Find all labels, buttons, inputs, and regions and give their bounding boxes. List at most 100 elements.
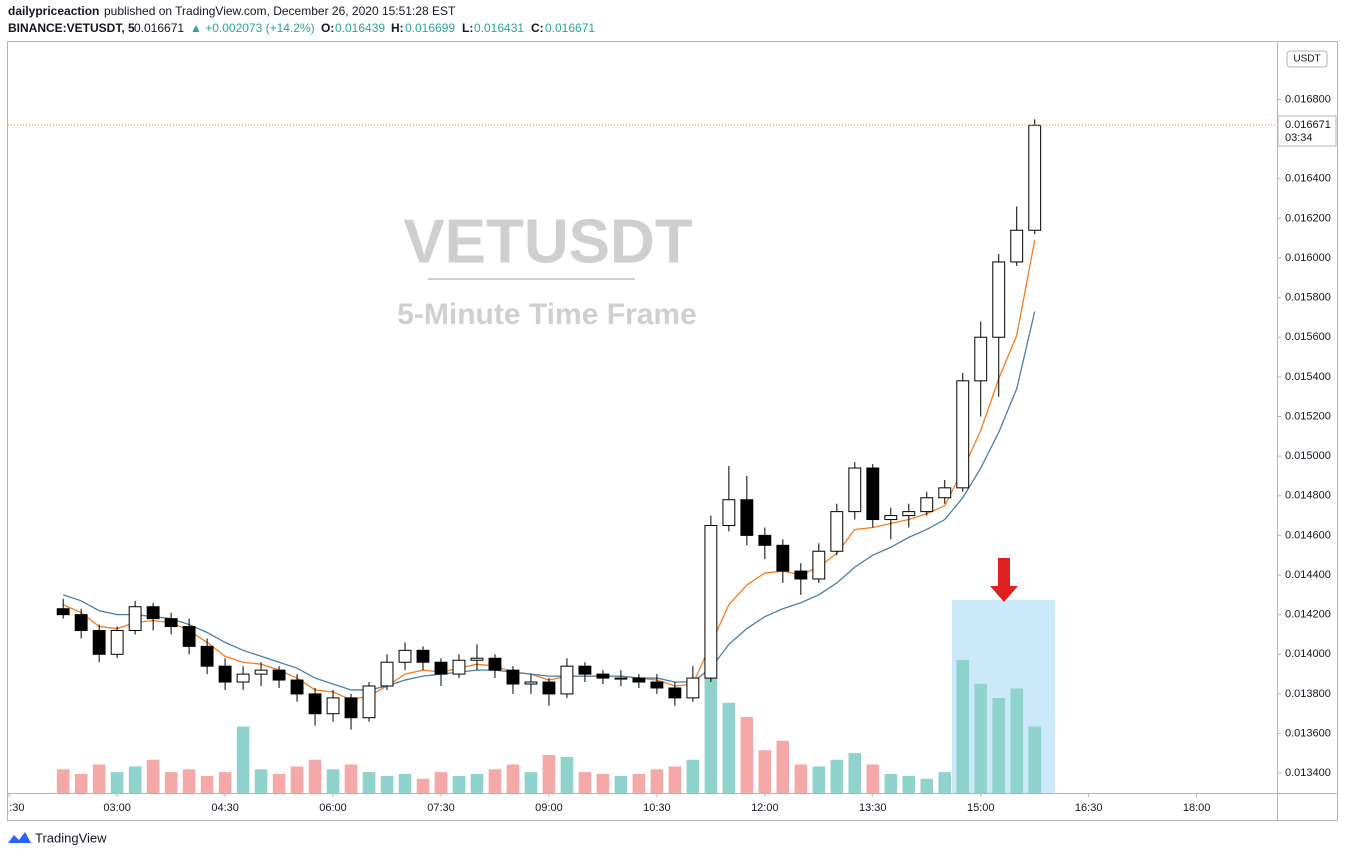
- candle-body: [146, 606, 160, 620]
- volume-bar: [416, 778, 430, 793]
- volume-bar: [812, 766, 826, 793]
- candle-body: [398, 649, 412, 663]
- symbol: BINANCE:VETUSDT, 5: [8, 21, 135, 35]
- last: 0.016671: [134, 21, 184, 35]
- volume-bar: [182, 769, 196, 793]
- author: dailypriceaction: [8, 4, 99, 18]
- y-tick-label: 0.016000: [1285, 252, 1331, 264]
- low-label: L:: [462, 21, 473, 35]
- candle-body: [938, 487, 952, 499]
- candle-body: [794, 570, 808, 580]
- y-tick-label: 0.015200: [1285, 410, 1331, 422]
- volume-bar: [1010, 688, 1024, 793]
- candle-body: [704, 524, 718, 679]
- volume-bar: [1028, 726, 1042, 793]
- candle-body: [902, 511, 916, 517]
- candle-body: [920, 497, 934, 513]
- candle-body: [884, 515, 898, 521]
- high: 0.016699: [405, 21, 455, 35]
- volume-bar: [344, 764, 358, 793]
- candle-body: [92, 630, 106, 655]
- volume-bar: [218, 772, 232, 793]
- x-tick-label: 18:00: [1183, 802, 1211, 814]
- candle-body: [308, 693, 322, 715]
- candle-body: [758, 534, 772, 546]
- candle-body: [182, 626, 196, 647]
- volume-bar: [794, 764, 808, 793]
- frame: [7, 41, 1338, 821]
- candle-body: [344, 697, 358, 719]
- candle-body: [254, 669, 268, 675]
- candle-body: [614, 677, 628, 680]
- candle-body: [74, 614, 88, 632]
- volume-bar: [560, 756, 574, 793]
- volume-bar: [308, 759, 322, 793]
- candle-body: [164, 618, 178, 628]
- volume-bar: [254, 769, 268, 793]
- candle-body: [848, 467, 862, 513]
- high-label: H:: [391, 21, 404, 35]
- low: 0.016431: [474, 21, 524, 35]
- volume-bar: [488, 769, 502, 793]
- candle-body: [290, 679, 304, 695]
- open-label: O:: [321, 21, 334, 35]
- volume-bar: [290, 766, 304, 793]
- volume-bar: [776, 740, 790, 793]
- volume-bar: [740, 717, 754, 793]
- candle-body: [866, 467, 880, 521]
- candle-body: [218, 665, 232, 683]
- countdown: 03:34: [1285, 132, 1313, 144]
- volume-bar: [398, 774, 412, 793]
- last-price-label: 0.016671: [1285, 119, 1331, 131]
- candle-body: [632, 677, 646, 683]
- arrow: [990, 558, 1018, 602]
- candle-body: [1010, 229, 1024, 263]
- candle-body: [974, 336, 988, 382]
- candle-body: [830, 511, 844, 552]
- candle-body: [416, 649, 430, 663]
- x-tick-label: :30: [9, 802, 24, 814]
- candle-body: [110, 630, 124, 655]
- volume-bar: [92, 764, 106, 793]
- candle-body: [992, 261, 1006, 338]
- volume-bar: [164, 772, 178, 793]
- y-tick-label: 0.014200: [1285, 609, 1331, 621]
- x-tick-label: 03:00: [103, 802, 131, 814]
- y-tick-label: 0.013600: [1285, 727, 1331, 739]
- candle-body: [434, 661, 448, 675]
- volume-bar: [200, 775, 214, 793]
- candle-body: [56, 608, 70, 616]
- volume-bar: [434, 772, 448, 793]
- y-tick-label: 0.015800: [1285, 292, 1331, 304]
- candle-body: [452, 659, 466, 675]
- volume-bar: [758, 750, 772, 793]
- volume-bar: [902, 775, 916, 793]
- y-tick-label: 0.015400: [1285, 371, 1331, 383]
- volume-bar: [596, 774, 610, 793]
- volume-bar: [974, 683, 988, 793]
- candle-body: [776, 544, 790, 572]
- volume-bar: [704, 669, 718, 793]
- subtitle: 5-Minute Time Frame: [397, 298, 697, 331]
- x-tick-label: 12:00: [751, 802, 779, 814]
- currency: USDT: [1293, 54, 1320, 65]
- volume-bar: [938, 772, 952, 793]
- candle-body: [668, 687, 682, 699]
- candle-body: [524, 681, 538, 685]
- volume-bar: [506, 764, 520, 793]
- volume-bar: [524, 772, 538, 793]
- volume-bar: [650, 769, 664, 793]
- candle-body: [722, 499, 736, 526]
- candle-body: [470, 657, 484, 661]
- volume-bar: [542, 755, 556, 793]
- volume-bar: [578, 772, 592, 793]
- candle-body: [686, 677, 700, 699]
- candle-body: [380, 661, 394, 687]
- y-tick-label: 0.014000: [1285, 648, 1331, 660]
- y-tick-label: 0.015000: [1285, 450, 1331, 462]
- y-tick-label: 0.014400: [1285, 569, 1331, 581]
- candle-body: [326, 697, 340, 715]
- y-tick-label: 0.013400: [1285, 767, 1331, 779]
